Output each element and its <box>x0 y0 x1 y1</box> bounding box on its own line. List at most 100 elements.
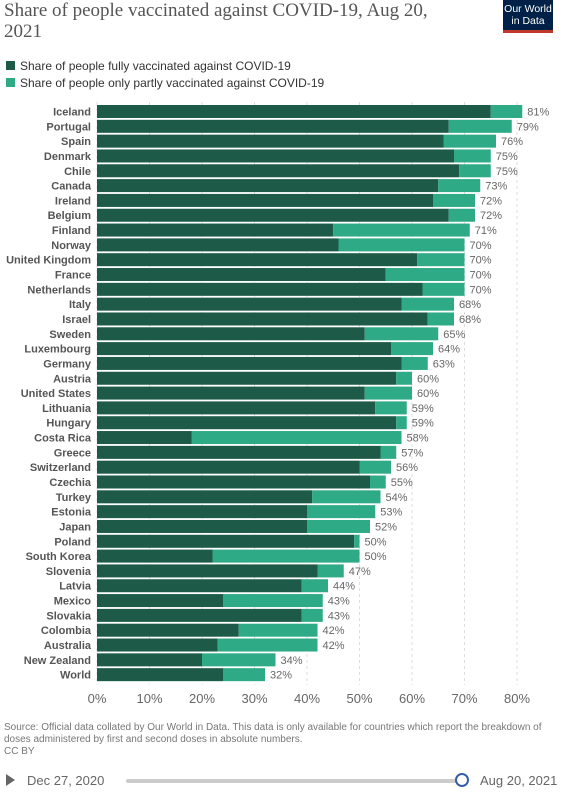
total-label: 32% <box>270 670 292 682</box>
bar-partly <box>422 282 465 296</box>
bar-partly <box>380 445 397 459</box>
x-tick-label: 70% <box>451 691 477 706</box>
owid-logo[interactable]: Our World in Data <box>503 0 553 33</box>
x-tick-label: 80% <box>504 691 530 706</box>
category-label: Iceland <box>53 107 91 119</box>
bar-partly <box>312 490 381 504</box>
bar-partly <box>307 519 370 533</box>
bar-fully <box>97 179 439 193</box>
bar-fully <box>97 253 418 267</box>
category-label: Latvia <box>59 581 92 593</box>
bar-partly <box>401 297 454 311</box>
bar-partly <box>354 534 360 548</box>
bar-fully <box>97 297 402 311</box>
total-label: 63% <box>433 358 455 370</box>
bar-partly <box>448 119 512 133</box>
x-tick-label: 10% <box>136 691 162 706</box>
x-tick-label: 0% <box>88 691 107 706</box>
bar-partly <box>364 327 439 341</box>
bar-fully <box>97 638 218 652</box>
bar-fully <box>97 490 313 504</box>
timeline-start-label[interactable]: Dec 27, 2020 <box>27 773 105 788</box>
bar-partly <box>317 564 344 578</box>
category-label: Belgium <box>48 210 92 222</box>
bar-partly <box>338 238 465 252</box>
total-label: 79% <box>517 121 539 133</box>
total-label: 52% <box>375 521 397 533</box>
total-label: 58% <box>407 433 429 445</box>
category-label: France <box>55 270 91 282</box>
bar-fully <box>97 268 386 282</box>
legend-swatch-fully <box>6 61 15 70</box>
total-label: 76% <box>501 136 523 148</box>
bar-partly <box>396 416 407 430</box>
timeline-end-label[interactable]: Aug 20, 2021 <box>480 773 558 788</box>
total-label: 56% <box>396 462 418 474</box>
bar-fully <box>97 401 376 415</box>
total-label: 64% <box>438 344 460 356</box>
bar-fully <box>97 445 381 459</box>
bar-partly <box>396 371 412 385</box>
category-label: Germany <box>43 358 92 370</box>
play-icon[interactable] <box>6 774 15 786</box>
total-label: 75% <box>496 151 518 163</box>
bar-fully <box>97 371 397 385</box>
bar-partly <box>202 653 276 667</box>
total-label: 59% <box>412 403 434 415</box>
bar-fully <box>97 549 213 563</box>
bar-partly <box>459 164 491 178</box>
total-label: 70% <box>470 270 492 282</box>
category-label: Poland <box>54 536 91 548</box>
category-label: Netherlands <box>27 284 91 296</box>
category-label: Chile <box>64 166 91 178</box>
category-label: Austria <box>53 373 92 385</box>
total-label: 55% <box>391 477 413 489</box>
bar-fully <box>97 431 192 445</box>
bar-partly <box>490 105 523 118</box>
bar-fully <box>97 653 202 667</box>
source-text: Source: Official data collated by Our Wo… <box>4 722 542 745</box>
total-label: 70% <box>470 240 492 252</box>
category-label: Estonia <box>51 507 92 519</box>
category-label: Turkey <box>56 492 92 504</box>
total-label: 43% <box>328 596 350 608</box>
bar-partly <box>438 179 481 193</box>
category-label: Luxembourg <box>24 344 91 356</box>
total-label: 44% <box>333 581 355 593</box>
category-label: Canada <box>51 181 92 193</box>
category-label: Greece <box>54 447 91 459</box>
bar-fully <box>97 342 391 356</box>
total-label: 54% <box>386 492 408 504</box>
legend-item-partly[interactable]: Share of people only partly vaccinated a… <box>6 74 324 91</box>
category-label: Slovenia <box>46 566 92 578</box>
bar-fully <box>97 193 433 207</box>
bar-fully <box>97 460 360 474</box>
bar-fully <box>97 608 302 622</box>
bar-partly <box>433 193 475 207</box>
category-label: United Kingdom <box>6 255 91 267</box>
category-label: Norway <box>51 240 92 252</box>
total-label: 57% <box>401 447 423 459</box>
category-label: Portugal <box>46 121 91 133</box>
legend-label-fully: Share of people fully vaccinated against… <box>20 58 291 73</box>
timeline-track[interactable] <box>126 779 464 783</box>
bar-fully <box>97 312 428 326</box>
timeline-handle[interactable] <box>455 773 469 787</box>
bar-fully <box>97 149 454 163</box>
bar-partly <box>238 623 318 637</box>
bar-partly <box>391 342 433 356</box>
category-label: Israel <box>62 314 91 326</box>
bar-fully <box>97 223 334 237</box>
bar-partly <box>454 149 491 163</box>
x-tick-label: 30% <box>241 691 267 706</box>
legend-item-fully[interactable]: Share of people fully vaccinated against… <box>6 57 324 74</box>
bar-fully <box>97 623 239 637</box>
total-label: 53% <box>380 507 402 519</box>
total-label: 81% <box>527 107 549 119</box>
bar-fully <box>97 356 402 370</box>
logo-line-2: in Data <box>511 15 545 27</box>
bar-partly <box>191 431 402 445</box>
bar-partly <box>364 386 412 400</box>
bar-fully <box>97 475 370 489</box>
license-text[interactable]: CC BY <box>4 746 35 757</box>
